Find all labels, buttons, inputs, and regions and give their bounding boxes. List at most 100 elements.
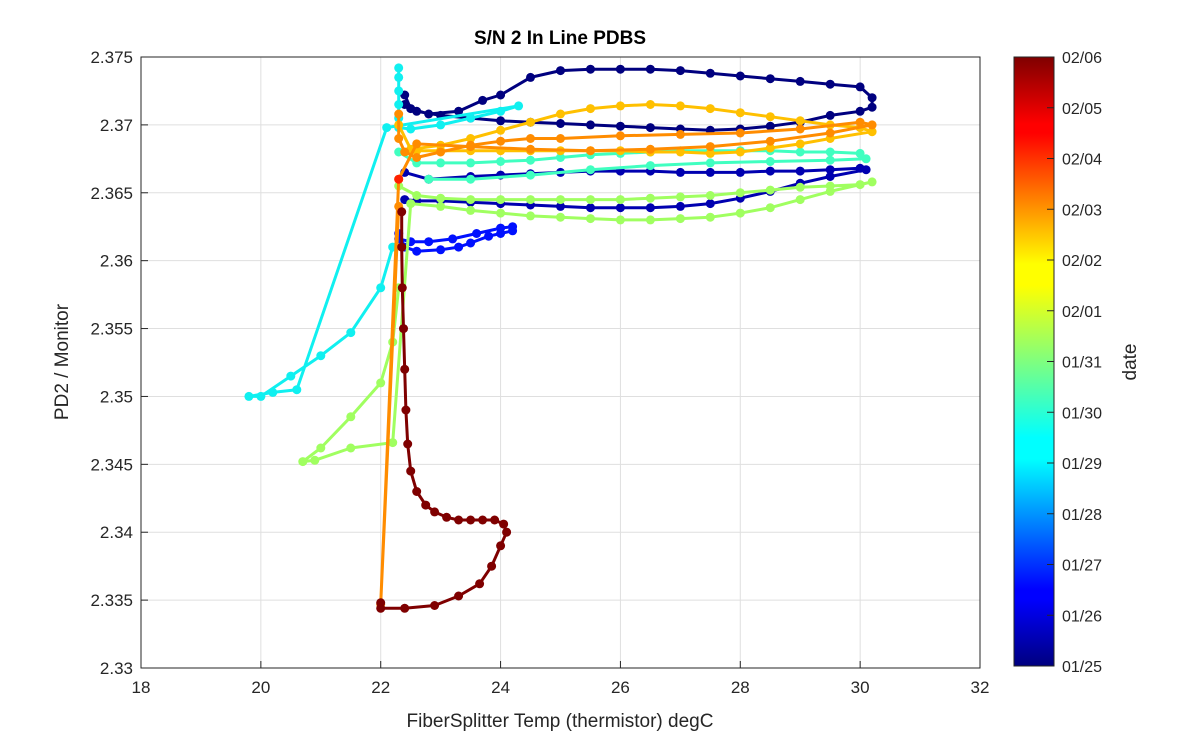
data-point [424, 174, 434, 184]
data-point [705, 68, 715, 78]
colorbar-tick-label: 01/26 [1062, 608, 1102, 625]
x-tick-label: 32 [971, 678, 990, 697]
data-point [765, 136, 775, 146]
data-point [586, 104, 595, 114]
data-point [376, 283, 386, 293]
data-point [526, 134, 535, 143]
data-point [705, 104, 715, 114]
data-point [487, 561, 497, 571]
data-point [645, 64, 655, 74]
data-point [466, 158, 476, 168]
data-point [735, 188, 745, 198]
data-point [376, 598, 386, 608]
data-point [472, 229, 482, 238]
data-point [705, 191, 715, 200]
y-axis-label: PD2 / Monitor [52, 303, 73, 420]
series-line [397, 225, 515, 253]
data-point [675, 129, 685, 139]
data-point [586, 146, 595, 156]
data-point [499, 519, 509, 529]
data-point [645, 203, 655, 213]
x-tick-label: 26 [611, 678, 630, 697]
data-point [388, 438, 398, 448]
data-point [825, 79, 835, 89]
data-point [586, 214, 595, 224]
data-point [394, 109, 404, 119]
data-point [484, 231, 494, 241]
data-point [556, 195, 565, 205]
data-point [735, 147, 745, 157]
data-point [316, 351, 326, 361]
data-point [268, 387, 278, 397]
data-point [478, 515, 488, 525]
data-point [861, 165, 871, 175]
data-point [867, 127, 877, 137]
data-point [675, 66, 685, 76]
data-point [298, 457, 308, 467]
data-point [795, 116, 805, 126]
data-point [436, 158, 446, 168]
data-point [645, 100, 655, 109]
data-point [795, 76, 805, 86]
y-tick-label: 2.365 [90, 184, 133, 203]
data-point [496, 136, 506, 146]
data-point [705, 167, 715, 177]
colorbar-tick-label: 01/25 [1062, 659, 1102, 676]
data-point [394, 134, 404, 143]
data-point [705, 142, 715, 152]
data-point [825, 186, 835, 196]
data-point [466, 515, 476, 525]
data-point [795, 147, 805, 157]
data-point [466, 238, 476, 248]
data-point [466, 174, 476, 184]
data-point [400, 603, 410, 613]
data-point [376, 378, 386, 388]
data-point [496, 208, 506, 218]
data-point [586, 203, 595, 213]
data-point [825, 165, 835, 175]
data-point [430, 507, 440, 517]
series-line [301, 180, 874, 464]
data-point [615, 131, 625, 141]
data-point [430, 601, 440, 610]
data-point [412, 139, 422, 149]
data-point [556, 119, 565, 128]
y-tick-label: 2.345 [90, 455, 133, 474]
data-point [586, 64, 595, 74]
data-point [675, 214, 685, 224]
data-point [397, 283, 407, 293]
data-point [765, 157, 775, 166]
data-point [436, 245, 446, 255]
data-point [406, 466, 416, 476]
data-point [855, 180, 865, 190]
colorbar-tick-label: 02/05 [1062, 101, 1102, 118]
data-point [346, 443, 356, 453]
series-02-04 [394, 174, 404, 184]
data-point [765, 74, 775, 84]
data-point [466, 113, 476, 123]
data-point [855, 82, 865, 92]
data-point [645, 161, 655, 171]
data-point [394, 100, 404, 109]
data-point [400, 364, 410, 374]
data-point [496, 125, 506, 135]
data-point [735, 128, 745, 138]
data-point [496, 106, 506, 116]
data-point [421, 500, 431, 510]
data-point [795, 166, 805, 176]
x-tick-label: 20 [251, 678, 270, 697]
y-axis-ticks: 2.33 2.335 2.34 2.345 2.35 2.355 2.36 2.365 2.37… [90, 48, 148, 678]
data-point [436, 120, 446, 130]
colorbar-tick-label: 02/06 [1062, 50, 1102, 67]
data-point [556, 66, 565, 76]
colorbar-ticks: 01/25 01/26 01/27 01/28 01/29 01/30 01/31 02/01… [1047, 50, 1102, 676]
x-tick-label: 18 [132, 678, 151, 697]
colorbar-tick-label: 01/28 [1062, 507, 1102, 524]
data-point [705, 148, 715, 158]
data-point [442, 512, 452, 522]
data-point [436, 147, 446, 157]
data-point [412, 191, 422, 200]
data-point [556, 201, 565, 211]
data-point [675, 101, 685, 111]
data-point [394, 86, 404, 96]
